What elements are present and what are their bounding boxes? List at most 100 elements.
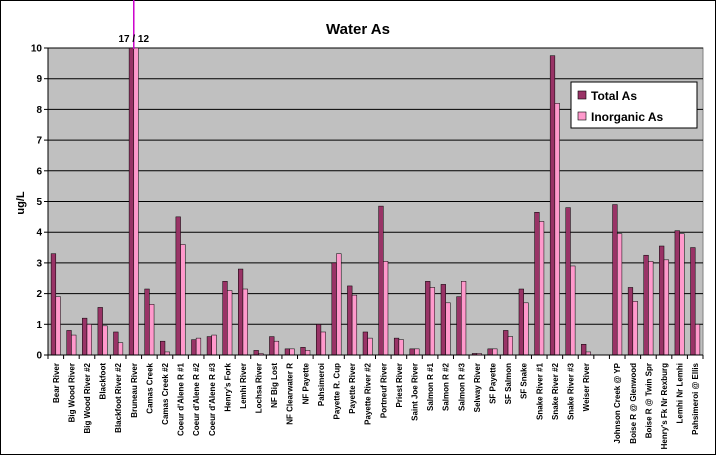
bar-inorganic-as [227,290,233,356]
x-tick-label: Henry's Fork [223,362,232,411]
x-tick-label: Camas Creek [145,362,154,413]
bar-total-as [191,339,197,356]
bar-total-as [565,207,571,356]
x-tick-label: Coeur d'Alene R #2 [192,362,201,436]
x-tick-label: Saint Joe River [410,363,419,421]
bar-inorganic-as [117,342,124,356]
bar-total-as [518,288,524,356]
legend-swatch-total-as [577,90,587,100]
bar-total-as [503,330,509,356]
x-tick-label: Blackfoot [99,363,108,400]
bar-total-as [690,247,696,356]
x-tick-label: Pahsimeroi [317,363,326,406]
bar-total-as [238,268,244,356]
x-tick-label: Salmon R #1 [426,362,435,411]
bar-total-as [487,348,493,356]
x-tick-label: Portneuf River [379,363,388,418]
bar-total-as [331,262,337,356]
bar-inorganic-as [336,253,342,356]
legend-label-inorganic-as: Inorganic As [591,110,664,124]
bar-total-as [627,287,634,356]
bar-total-as [347,285,353,356]
bar-inorganic-as [445,302,451,356]
y-tick-label: 6 [36,166,42,177]
bar-total-as [50,253,57,356]
bar-inorganic-as [523,302,529,356]
bar-total-as [409,348,415,356]
bar-total-as [269,336,275,356]
x-tick-label: SF Payette [488,362,497,403]
y-tick-label: 8 [36,105,42,116]
bar-total-as [175,216,181,356]
y-tick-label: 7 [36,136,42,147]
bar-total-as [315,324,322,356]
bar-inorganic-as [367,337,373,356]
bar-inorganic-as [632,301,638,356]
x-tick-label: Boise R @ Twin Spr [644,363,653,438]
bar-total-as [160,340,166,356]
bar-total-as [128,47,135,356]
y-tick-label: 3 [36,258,42,269]
x-tick-label: SF Snake [520,362,529,399]
bar-total-as [643,254,649,356]
bar-inorganic-as [679,233,685,356]
bar-inorganic-as [414,348,420,356]
bar-inorganic-as [507,336,513,356]
y-tick-label: 10 [31,44,43,55]
bar-inorganic-as [616,233,623,356]
bar-inorganic-as [149,304,155,356]
bar-total-as [378,205,384,356]
bar-inorganic-as [289,348,295,356]
x-tick-label: Weiser River [582,363,591,411]
bar-total-as [222,281,228,356]
y-tick-label: 0 [36,351,42,362]
bar-total-as [66,330,72,356]
bar-total-as [440,284,446,356]
bar-inorganic-as [570,265,576,356]
bar-total-as [82,317,88,356]
bar-inorganic-as [398,339,404,356]
x-tick-label: Salmon R #2 [442,362,451,411]
y-axis-label: ug/L [15,191,27,214]
bar-inorganic-as [55,296,61,356]
y-tick-label: 9 [36,74,42,85]
x-tick-label: Big Wood River #2 [83,362,92,433]
bar-inorganic-as [305,350,311,356]
bar-inorganic-as [86,324,92,356]
x-tick-label: Pahsimeroi @ Ellis [691,362,700,434]
x-tick-label: Payette River [348,363,357,414]
bar-total-as [581,344,587,356]
bar-total-as [456,296,462,356]
x-tick-label: Big Wood River [67,363,76,422]
x-tick-label: Coeur d'Alene R #1 [177,362,186,436]
x-tick-label: Snake River #3 [566,362,575,419]
legend-box [570,81,698,129]
x-tick-label: Bruneau River [130,363,139,418]
x-tick-label: Boise R @ Glenwood [629,363,638,444]
bar-total-as [113,331,119,356]
bar-inorganic-as [383,261,389,356]
bar-inorganic-as [320,331,326,356]
bar-inorganic-as [133,47,139,356]
bar-total-as [612,204,618,356]
bar-inorganic-as [211,334,217,356]
y-tick-label: 4 [36,228,42,239]
bar-total-as [425,281,431,356]
x-tick-label: Lemhi River [239,363,248,409]
x-tick-label: Payette R. Cup [333,363,342,420]
x-tick-label: Bear River [52,363,61,403]
bar-inorganic-as [102,325,108,356]
x-tick-label: Selway River [473,363,482,412]
x-tick-label: Lemhi Nr Lemhi [676,363,685,423]
x-tick-label: NF Big Lost [270,363,279,408]
x-tick-label: Snake River #2 [551,362,560,419]
bar-total-as [253,350,259,356]
bar-inorganic-as [663,259,669,356]
bar-total-as [659,245,665,356]
x-tick-label: Coeur d'Alene R #3 [208,362,217,436]
bar-inorganic-as [539,221,545,356]
bar-total-as [300,347,306,356]
bar-inorganic-as [492,348,498,356]
x-tick-label: SF Salmon [504,363,513,404]
x-tick-label: Johnson Creek @ YP [613,362,622,443]
